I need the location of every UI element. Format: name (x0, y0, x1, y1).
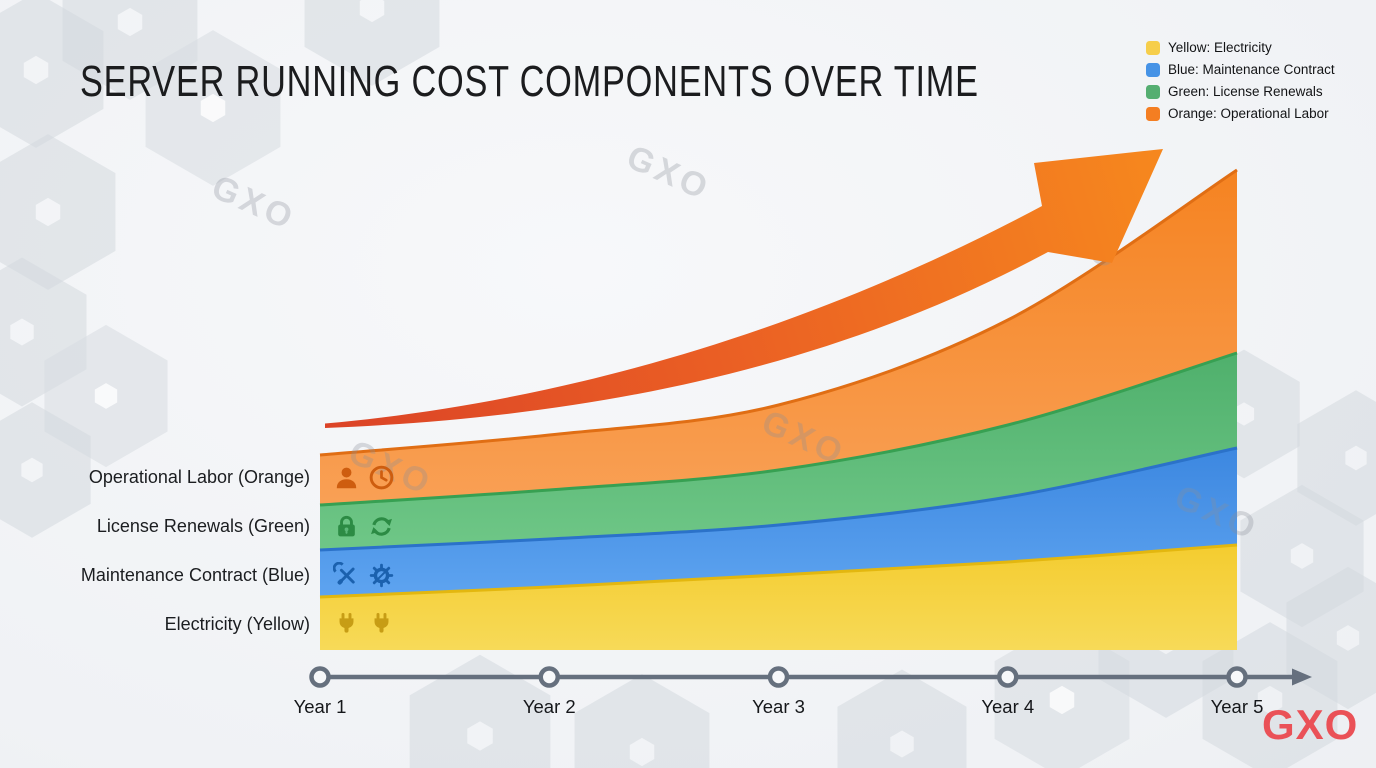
page-title: SERVER RUNNING COST COMPONENTS OVER TIME (80, 57, 979, 106)
year-label: Year 4 (981, 696, 1034, 717)
band-edge-lines (319, 168, 1238, 599)
legend-item: Green: License Renewals (1146, 84, 1335, 99)
band-row-label: License Renewals (Green) (96, 516, 310, 536)
band-row-label: Operational Labor (Orange) (88, 467, 310, 487)
timeline-node (1226, 666, 1248, 688)
legend-swatch (1146, 106, 1160, 121)
year-label: Year 1 (294, 696, 347, 717)
legend-item: Yellow: Electricity (1146, 40, 1335, 55)
year-label: Year 2 (523, 696, 576, 717)
gxo-logo: GXO (1262, 701, 1359, 748)
timeline-node (997, 666, 1019, 688)
year-label: Year 5 (1211, 696, 1264, 717)
legend-swatch (1146, 62, 1160, 77)
band-edge-blue (319, 446, 1238, 552)
gxo-watermark: GXO (621, 138, 716, 208)
year-label: Year 3 (752, 696, 805, 717)
band-operational-labor (320, 170, 1237, 505)
band-license-renewals (320, 353, 1237, 550)
legend-item: Orange: Operational Labor (1146, 106, 1335, 121)
stacked-area-bands (320, 170, 1237, 650)
band-electricity (320, 545, 1237, 650)
gxo-watermark: GXO (206, 168, 301, 238)
legend: Yellow: Electricity Blue: Maintenance Con… (1146, 40, 1335, 128)
band-edge-yellow (319, 543, 1238, 599)
timeline-node (538, 666, 560, 688)
legend-swatch (1146, 40, 1160, 55)
timeline-node (309, 666, 331, 688)
legend-item: Blue: Maintenance Contract (1146, 62, 1335, 77)
legend-label: Yellow: Electricity (1168, 40, 1272, 55)
legend-label: Orange: Operational Labor (1168, 106, 1329, 121)
timeline-arrowhead-icon (1292, 668, 1312, 686)
band-edge-orange (319, 168, 1238, 457)
x-axis-timeline: Year 1 Year 2 Year 3 Year 4 Year 5 (294, 666, 1312, 717)
band-edge-green (319, 351, 1238, 507)
legend-label: Blue: Maintenance Contract (1168, 62, 1335, 77)
timeline-node (767, 666, 790, 688)
gear-icon (368, 562, 395, 589)
legend-swatch (1146, 84, 1160, 99)
band-maintenance-contract (320, 448, 1237, 597)
trend-arrow (325, 149, 1163, 428)
band-row-label: Maintenance Contract (Blue) (80, 565, 310, 585)
legend-label: Green: License Renewals (1168, 84, 1323, 99)
band-row-label: Electricity (Yellow) (164, 614, 310, 634)
